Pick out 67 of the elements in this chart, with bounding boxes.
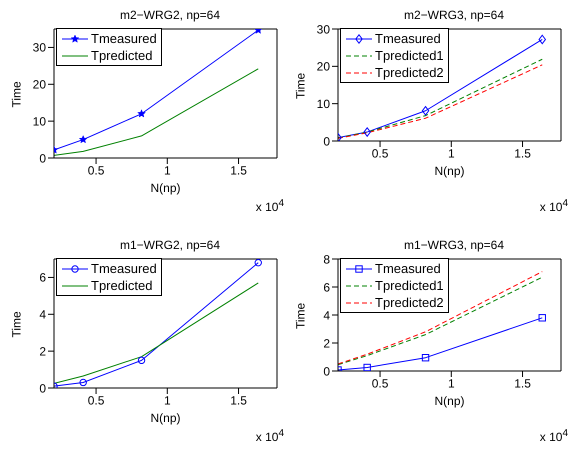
text: x 10$^{4}$ [256,198,284,214]
chart-title: m2−WRG2, np=64 [118,8,222,24]
y-axis-title: Time [9,310,24,338]
x-tick-label: 1.5 [230,164,248,178]
x-tick-label: 0.5 [372,146,389,161]
chart-title: m1−WRG2, np=64 [118,238,222,254]
y-tick-label: 30 [316,22,330,36]
y-tick-label: 2 [39,344,46,358]
point [538,34,546,44]
text: x 10$^{4}$ [256,428,284,444]
y-tick-label: 10 [316,96,330,111]
x-tick-label: 1 [164,164,171,178]
y-tick-label: 6 [39,270,46,285]
x-tick-label: 0.5 [88,164,105,178]
point [363,127,371,137]
x-tick-label: 1.5 [514,146,532,161]
y-tick-label: 4 [323,308,330,322]
legend-label: Tmeasured [91,30,157,47]
point [79,135,88,144]
x-axis-title: N(np) [150,411,181,425]
x-tick-label: 1 [164,394,171,408]
y-tick-label: 20 [316,60,330,74]
x-axis-title: N(np) [150,181,181,195]
point [137,110,146,118]
point [254,259,262,266]
y-tick-label: 0 [39,151,46,166]
line-series [54,68,259,156]
x-tick-label: 1.5 [230,394,248,408]
x-axis-title: N(np) [434,164,465,178]
y-tick-label: 10 [32,114,46,128]
y-axis-title: Time [293,302,308,329]
point [422,106,430,116]
y-tick-label: 20 [32,78,46,92]
text: x 10$^{4}$ [540,428,568,444]
point [422,354,430,362]
point [363,364,371,371]
y-axis-title: Time [293,72,308,99]
y-tick-label: 30 [32,40,46,55]
y-tick-label: 0 [39,381,46,396]
legend-label: Tmeasured [375,30,441,47]
legend-label: Tpredicted2 [375,64,444,81]
y-tick-label: 6 [323,280,330,294]
y-tick-label: 4 [39,308,46,322]
y-tick-label: 0 [323,364,330,378]
x-tick-label: 1 [448,376,455,391]
y-tick-label: 2 [323,336,330,350]
legend-label: Tpredicted1 [375,277,444,294]
x-tick-label: 1 [448,146,455,161]
legend-label: Tpredicted2 [375,294,444,311]
legend-label: Tpredicted [91,277,152,294]
x-tick-label: 0.5 [372,376,389,391]
x-axis-title: N(np) [434,394,465,408]
x-tick-label: 1.5 [514,376,532,391]
x-tick-label: 0.5 [88,394,105,408]
point [138,356,146,364]
y-axis-title: Time [9,80,24,108]
text: x 10$^{4}$ [540,198,568,214]
point [538,314,546,322]
legend-label: Tmeasured [91,260,157,277]
legend-label: Tmeasured [375,260,441,277]
chart-title: m2−WRG3, np=64 [402,8,506,24]
y-tick-label: 8 [323,252,330,266]
legend-label: Tpredicted1 [375,47,444,64]
legend-label: Tpredicted [91,47,152,64]
chart-title: m1−WRG3, np=64 [402,238,506,254]
y-tick-label: 0 [323,134,330,148]
point [79,378,87,386]
